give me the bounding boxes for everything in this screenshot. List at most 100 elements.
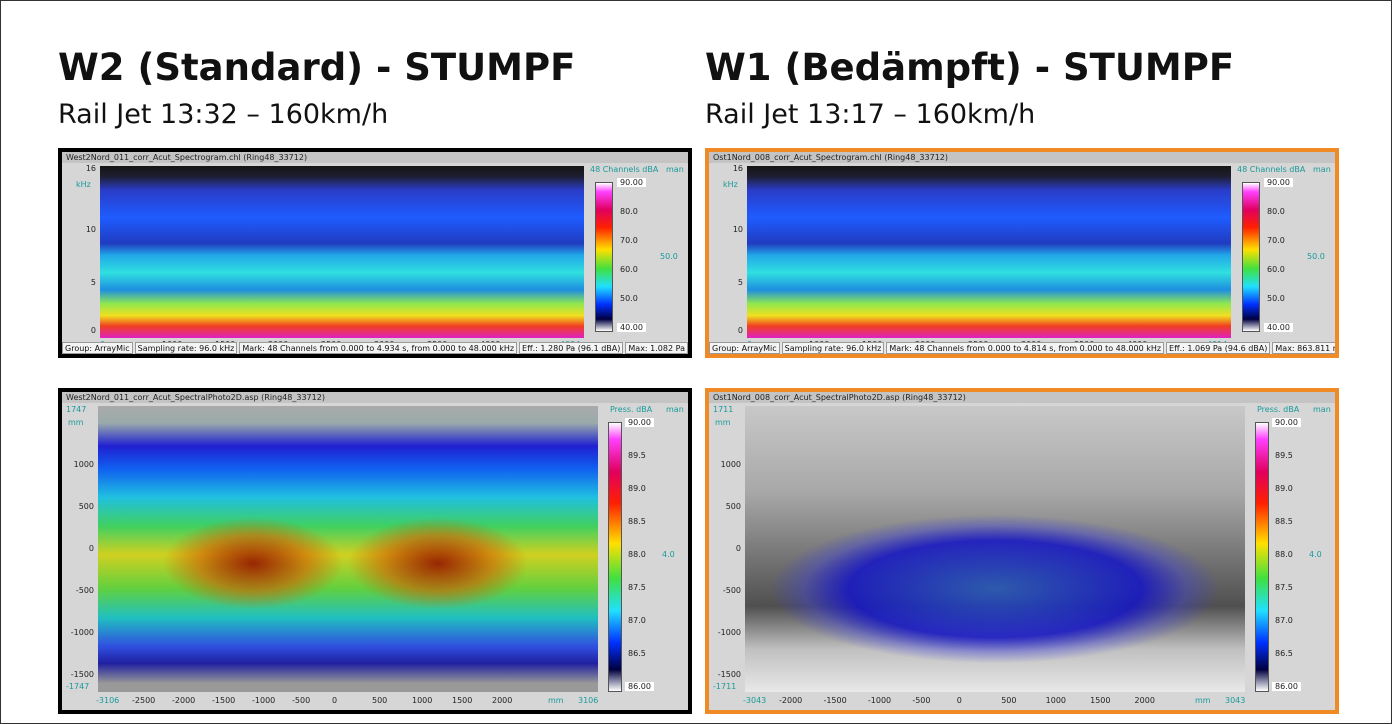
scale-label: 89.5 <box>628 451 646 460</box>
y-tick-label: -1500 <box>717 670 741 679</box>
y-tick-label: -500 <box>75 586 94 595</box>
x-tick-label: -500 <box>912 696 931 705</box>
status-field: Max: 1.082 Pa <box>625 342 688 354</box>
scale-label: 86.00 <box>625 682 654 691</box>
status-field: Group: ArrayMic <box>62 342 133 354</box>
y-tick-label: 500 <box>78 502 94 511</box>
scale-label: 86.5 <box>628 649 646 658</box>
photo-plot <box>98 406 598 692</box>
legend-title: Press. dBA <box>610 405 653 414</box>
x-unit: mm <box>548 696 564 705</box>
scale-label: 70.0 <box>620 236 638 245</box>
status-field: Mark: 48 Channels from 0.000 to 4.934 s,… <box>239 342 518 354</box>
y-tick-label: 1000 <box>720 460 741 469</box>
y-top-label: 1711 <box>713 405 734 414</box>
y-bottom-label: -1711 <box>713 682 737 691</box>
x-end-label: 3043 <box>1225 696 1246 705</box>
x-tick-label: -500 <box>292 696 311 705</box>
window-title: Ost1Nord_008_corr_Acut_SpectralPhoto2D.a… <box>709 392 1335 403</box>
status-field: Sampling rate: 96.0 kHz <box>134 342 238 354</box>
y-tick-label: 1000 <box>73 460 94 469</box>
x-tick-label: -1500 <box>823 696 847 705</box>
mid-label: 50.0 <box>660 252 678 261</box>
scale-label: 60.0 <box>620 265 638 274</box>
heading: W1 (Bedämpft) - STUMPF <box>705 46 1235 89</box>
scale-label: 87.0 <box>1275 616 1293 625</box>
y-tick-label: 10 <box>732 225 743 235</box>
subheading: Rail Jet 13:32 – 160km/h <box>58 99 389 130</box>
x-tick-label: -2000 <box>172 696 196 705</box>
x-tick-label: -2500 <box>132 696 156 705</box>
color-scale <box>1255 422 1269 692</box>
x-tick-label: -1000 <box>867 696 892 705</box>
status-field: Mark: 48 Channels from 0.000 to 4.814 s,… <box>886 342 1165 354</box>
x-tick-label: 0 <box>956 696 962 705</box>
y-bottom-label: -1747 <box>66 682 90 691</box>
scale-label: 88.0 <box>628 550 646 559</box>
x-tick-label: 2000 <box>1134 696 1155 705</box>
scale-label: 87.0 <box>628 616 646 625</box>
y-tick-label: -1000 <box>717 628 741 637</box>
status-field: Max: 863.811 mPa <box>1272 342 1335 354</box>
y-tick-label: 0 <box>88 544 94 553</box>
x-tick-label: -2000 <box>779 696 803 705</box>
status-bar: Group: ArrayMic Sampling rate: 96.0 kHz Ma… <box>62 342 688 354</box>
scale-label: 89.0 <box>1275 484 1293 493</box>
y-tick-label: 0 <box>735 544 741 553</box>
x-tick-label: 500 <box>1001 696 1017 705</box>
scale-label: 86.5 <box>1275 649 1293 658</box>
status-bar: Group: ArrayMic Sampling rate: 96.0 kHz Ma… <box>709 342 1335 354</box>
status-field: Eff.: 1.280 Pa (96.1 dBA) <box>519 342 624 354</box>
legend-title: Press. dBA <box>1257 405 1300 414</box>
y-tick-label: -1000 <box>70 628 94 637</box>
window-title: Ost1Nord_008_corr_Acut_Spectrogram.chl (… <box>709 152 1335 163</box>
status-field: Eff.: 1.069 Pa (94.6 dBA) <box>1166 342 1271 354</box>
scale-label: 90.00 <box>1272 418 1301 427</box>
spectrogram-plot <box>100 166 584 338</box>
scale-label: 87.5 <box>628 583 646 592</box>
scale-label: 88.0 <box>1275 550 1293 559</box>
scale-label: 87.5 <box>1275 583 1293 592</box>
mid-label: 50.0 <box>1307 252 1325 261</box>
y-tick-label: 10 <box>85 225 96 235</box>
y-unit: mm <box>715 418 731 427</box>
photo-window: West2Nord_011_corr_Acut_SpectralPhoto2D.… <box>58 388 692 714</box>
y-tick-label: 16 <box>732 164 743 173</box>
y-tick-label: 5 <box>90 277 96 287</box>
status-field: Group: ArrayMic <box>709 342 780 354</box>
scale-label: 89.0 <box>628 484 646 493</box>
legend-extra: man <box>666 405 684 414</box>
scale-label: 40.00 <box>617 323 646 332</box>
scale-label: 80.0 <box>1267 207 1285 216</box>
heading: W2 (Standard) - STUMPF <box>58 46 576 89</box>
mid-label: 4.0 <box>662 550 675 559</box>
y-tick-label: 500 <box>725 502 741 511</box>
y-tick-label: 16 <box>85 164 96 173</box>
y-tick-label: -1500 <box>70 670 94 679</box>
scale-label: 60.0 <box>1267 265 1285 274</box>
x-unit: mm <box>1195 696 1211 705</box>
scale-label: 40.00 <box>1264 323 1293 332</box>
scale-label: 89.5 <box>1275 451 1293 460</box>
scale-label: 90.00 <box>1264 178 1293 187</box>
legend-title: 48 Channels dBA <box>590 165 659 174</box>
scale-label: 50.0 <box>1267 294 1285 303</box>
spectrogram-window: Ost1Nord_008_corr_Acut_Spectrogram.chl (… <box>705 148 1339 358</box>
y-unit: mm <box>68 418 84 427</box>
scale-label: 88.5 <box>628 517 646 526</box>
scale-label: 80.0 <box>620 207 638 216</box>
scale-label: 50.0 <box>620 294 638 303</box>
photo-window: Ost1Nord_008_corr_Acut_SpectralPhoto2D.a… <box>705 388 1339 714</box>
x-end-label: 3106 <box>578 696 599 705</box>
y-tick-label: -500 <box>722 586 741 595</box>
color-scale <box>1242 182 1260 332</box>
y-top-label: 1747 <box>66 405 87 414</box>
legend-extra: man <box>1313 165 1331 174</box>
x-tick-label: 1000 <box>412 696 433 705</box>
scale-label: 88.5 <box>1275 517 1293 526</box>
status-field: Sampling rate: 96.0 kHz <box>781 342 885 354</box>
photo-plot <box>745 406 1245 692</box>
x-tick-label: 1500 <box>452 696 473 705</box>
color-scale <box>608 422 622 692</box>
